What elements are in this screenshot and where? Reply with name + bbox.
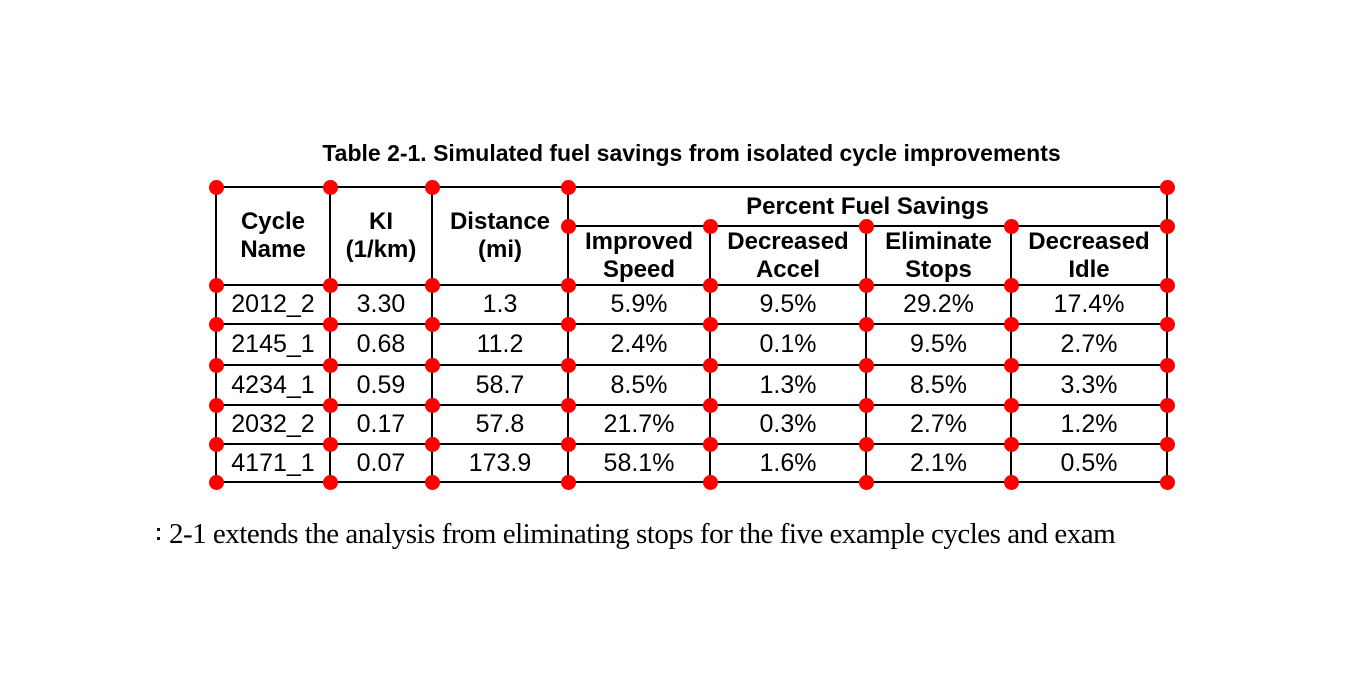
column-header-improved-speed: Improved Speed [568, 226, 710, 285]
table-cell: 0.3% [710, 405, 866, 444]
table-cell: 57.8 [432, 405, 568, 444]
table-cell: 2.7% [866, 405, 1011, 444]
table-cell: 2145_1 [216, 324, 330, 365]
table-cell: 2.1% [866, 444, 1011, 482]
table-cell: 4234_1 [216, 365, 330, 405]
table-cell: 173.9 [432, 444, 568, 482]
column-header-distance: Distance (mi) [432, 187, 568, 285]
table-cell: 11.2 [432, 324, 568, 365]
table-cell: 1.3 [432, 285, 568, 324]
table-cell: 0.1% [710, 324, 866, 365]
table-cell: 17.4% [1011, 285, 1167, 324]
column-header-decreased-accel: Decreased Accel [710, 226, 866, 285]
table-cell: 2012_2 [216, 285, 330, 324]
table-cell: 1.2% [1011, 405, 1167, 444]
column-header-eliminate-stops: Eliminate Stops [866, 226, 1011, 285]
table-cell: 58.7 [432, 365, 568, 405]
body-text-line: 2-1 extends the analysis from eliminatin… [157, 518, 1116, 551]
fuel-savings-table: Cycle Name KI (1/km) Distance (mi) Perce… [215, 186, 1168, 483]
table-cell: 2032_2 [216, 405, 330, 444]
table-cell: 2.7% [1011, 324, 1167, 365]
column-header-decreased-idle: Decreased Idle [1011, 226, 1167, 285]
table-cell: 1.6% [710, 444, 866, 482]
table-cell: 3.30 [330, 285, 432, 324]
truncated-glyph-fragment [157, 528, 160, 541]
table-cell: 4171_1 [216, 444, 330, 482]
table-cell: 3.3% [1011, 365, 1167, 405]
table-cell: 2.4% [568, 324, 710, 365]
column-header-cycle-name: Cycle Name [216, 187, 330, 285]
table-cell: 9.5% [710, 285, 866, 324]
table-cell: 0.59 [330, 365, 432, 405]
table-cell: 0.07 [330, 444, 432, 482]
table-cell: 9.5% [866, 324, 1011, 365]
table-cell: 8.5% [568, 365, 710, 405]
table-title: Table 2-1. Simulated fuel savings from i… [322, 140, 1061, 166]
table-cell: 29.2% [866, 285, 1011, 324]
table-cell: 21.7% [568, 405, 710, 444]
body-text: 2-1 extends the analysis from eliminatin… [169, 518, 1116, 550]
column-header-ki: KI (1/km) [330, 187, 432, 285]
table-cell: 8.5% [866, 365, 1011, 405]
table-cell: 58.1% [568, 444, 710, 482]
column-header-percent-fuel-savings: Percent Fuel Savings [568, 187, 1167, 226]
table-cell: 0.68 [330, 324, 432, 365]
table-cell: 0.17 [330, 405, 432, 444]
table-cell: 5.9% [568, 285, 710, 324]
table-cell: 1.3% [710, 365, 866, 405]
table-cell: 0.5% [1011, 444, 1167, 482]
